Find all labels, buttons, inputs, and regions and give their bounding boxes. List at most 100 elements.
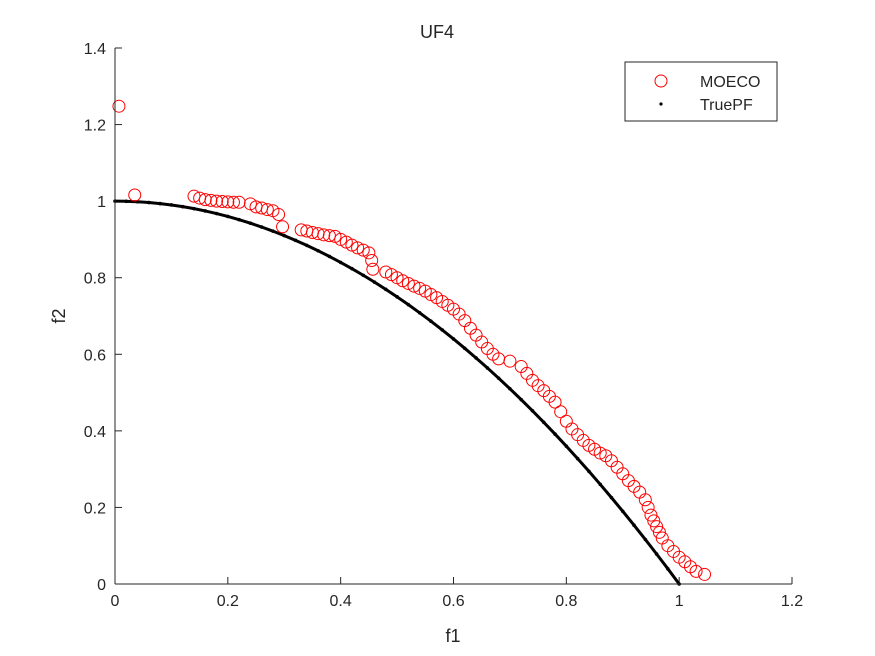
- truepf-point: [384, 287, 388, 292]
- x-axis-label: f1: [445, 626, 460, 646]
- truepf-point: [553, 432, 557, 436]
- y-tick-label: 0.4: [84, 424, 106, 441]
- moeco-point: [226, 195, 240, 209]
- truepf-point: [417, 310, 422, 315]
- truepf-point: [214, 211, 219, 216]
- moeco-point: [345, 238, 359, 252]
- moeco-point: [413, 281, 427, 295]
- moeco-point: [407, 279, 421, 293]
- moeco-point: [379, 265, 393, 279]
- moeco-point: [559, 414, 573, 428]
- truepf-point: [575, 456, 580, 461]
- truepf-point: [226, 214, 230, 219]
- truepf-point: [180, 204, 185, 209]
- moeco-point: [215, 195, 229, 209]
- moeco-point: [554, 405, 568, 419]
- moeco-point: [276, 220, 290, 234]
- x-tick-label: 1.2: [781, 593, 803, 610]
- truepf-point: [440, 328, 445, 332]
- truepf-point: [248, 221, 253, 225]
- truepf-point: [541, 420, 546, 425]
- truepf-point: [305, 243, 309, 248]
- truepf-point: [282, 233, 287, 238]
- x-tick-label: 0.2: [217, 593, 239, 610]
- truepf-point: [654, 552, 659, 556]
- truepf-point: [124, 199, 129, 204]
- legend-marker-truepf: [659, 102, 663, 106]
- truepf-point: [271, 229, 275, 233]
- moeco-point: [210, 194, 224, 208]
- moeco-point: [401, 276, 415, 290]
- chart-title: UF4: [420, 22, 454, 42]
- truepf-point: [474, 356, 478, 360]
- truepf-point: [508, 386, 512, 391]
- moeco-point: [317, 228, 331, 242]
- truepf-point: [192, 206, 196, 211]
- truepf-point: [350, 266, 354, 271]
- moeco-point: [362, 246, 376, 260]
- legend-marker-moeco: [654, 74, 668, 88]
- moeco-point: [351, 241, 365, 255]
- x-tick-label: 0.8: [555, 593, 577, 610]
- moeco-point: [593, 446, 607, 460]
- moeco-point: [396, 274, 410, 288]
- truepf-point: [632, 523, 636, 527]
- truepf-point: [316, 248, 320, 253]
- moeco-point: [221, 195, 235, 209]
- moeco-point: [365, 253, 379, 267]
- truepf-point: [530, 408, 535, 413]
- truepf-point: [237, 217, 241, 222]
- moeco-point: [647, 514, 661, 528]
- truepf-point: [496, 376, 501, 380]
- truepf-point: [203, 209, 208, 213]
- legend: MOECO TruePF: [624, 61, 778, 122]
- moeco-point: [650, 520, 664, 534]
- y-tick-label: 0.8: [84, 271, 106, 288]
- truepf-line: [114, 199, 681, 585]
- truepf-point: [147, 200, 151, 205]
- truepf-point: [666, 567, 670, 571]
- moeco-point: [638, 493, 652, 507]
- moeco-point: [198, 193, 212, 207]
- moeco-point: [232, 195, 246, 209]
- truepf-point: [598, 482, 602, 487]
- truepf-point: [338, 260, 343, 265]
- moeco-point: [204, 193, 218, 207]
- truepf-point: [361, 273, 366, 278]
- truepf-point: [395, 295, 399, 299]
- truepf-point: [564, 444, 569, 448]
- y-tick-label: 0: [97, 577, 106, 594]
- moeco-point: [334, 232, 348, 246]
- y-tick-label: 0.2: [84, 500, 106, 517]
- truepf-point: [372, 280, 377, 284]
- truepf-point: [158, 201, 162, 206]
- moeco-point: [548, 395, 562, 409]
- truepf-point: [587, 469, 591, 474]
- truepf-point: [462, 346, 467, 351]
- truepf-point: [293, 238, 298, 243]
- truepf-point: [327, 254, 332, 259]
- moeco-point: [652, 525, 666, 539]
- moeco-point: [356, 243, 370, 257]
- legend-box: [624, 61, 778, 122]
- legend-label-moeco: MOECO: [700, 74, 760, 91]
- truepf-point: [643, 537, 648, 542]
- moeco-point: [644, 508, 658, 522]
- x-tick-label: 0.6: [442, 593, 464, 610]
- x-tick-label: 0.4: [330, 593, 352, 610]
- moeco-point: [689, 564, 703, 578]
- y-tick-label: 1: [97, 194, 106, 211]
- truepf-point: [406, 302, 411, 307]
- moeco-point: [698, 567, 712, 581]
- truepf-point: [451, 337, 456, 341]
- moeco-point: [128, 188, 142, 202]
- truepf-point: [485, 366, 490, 370]
- truepf-point: [609, 495, 614, 500]
- moeco-point: [260, 203, 274, 217]
- moeco-point: [112, 99, 126, 113]
- truepf-point: [429, 319, 433, 324]
- truepf-point: [259, 225, 264, 229]
- moeco-point: [503, 354, 517, 368]
- y-tick-label: 0.6: [84, 347, 106, 364]
- truepf-point: [519, 397, 523, 402]
